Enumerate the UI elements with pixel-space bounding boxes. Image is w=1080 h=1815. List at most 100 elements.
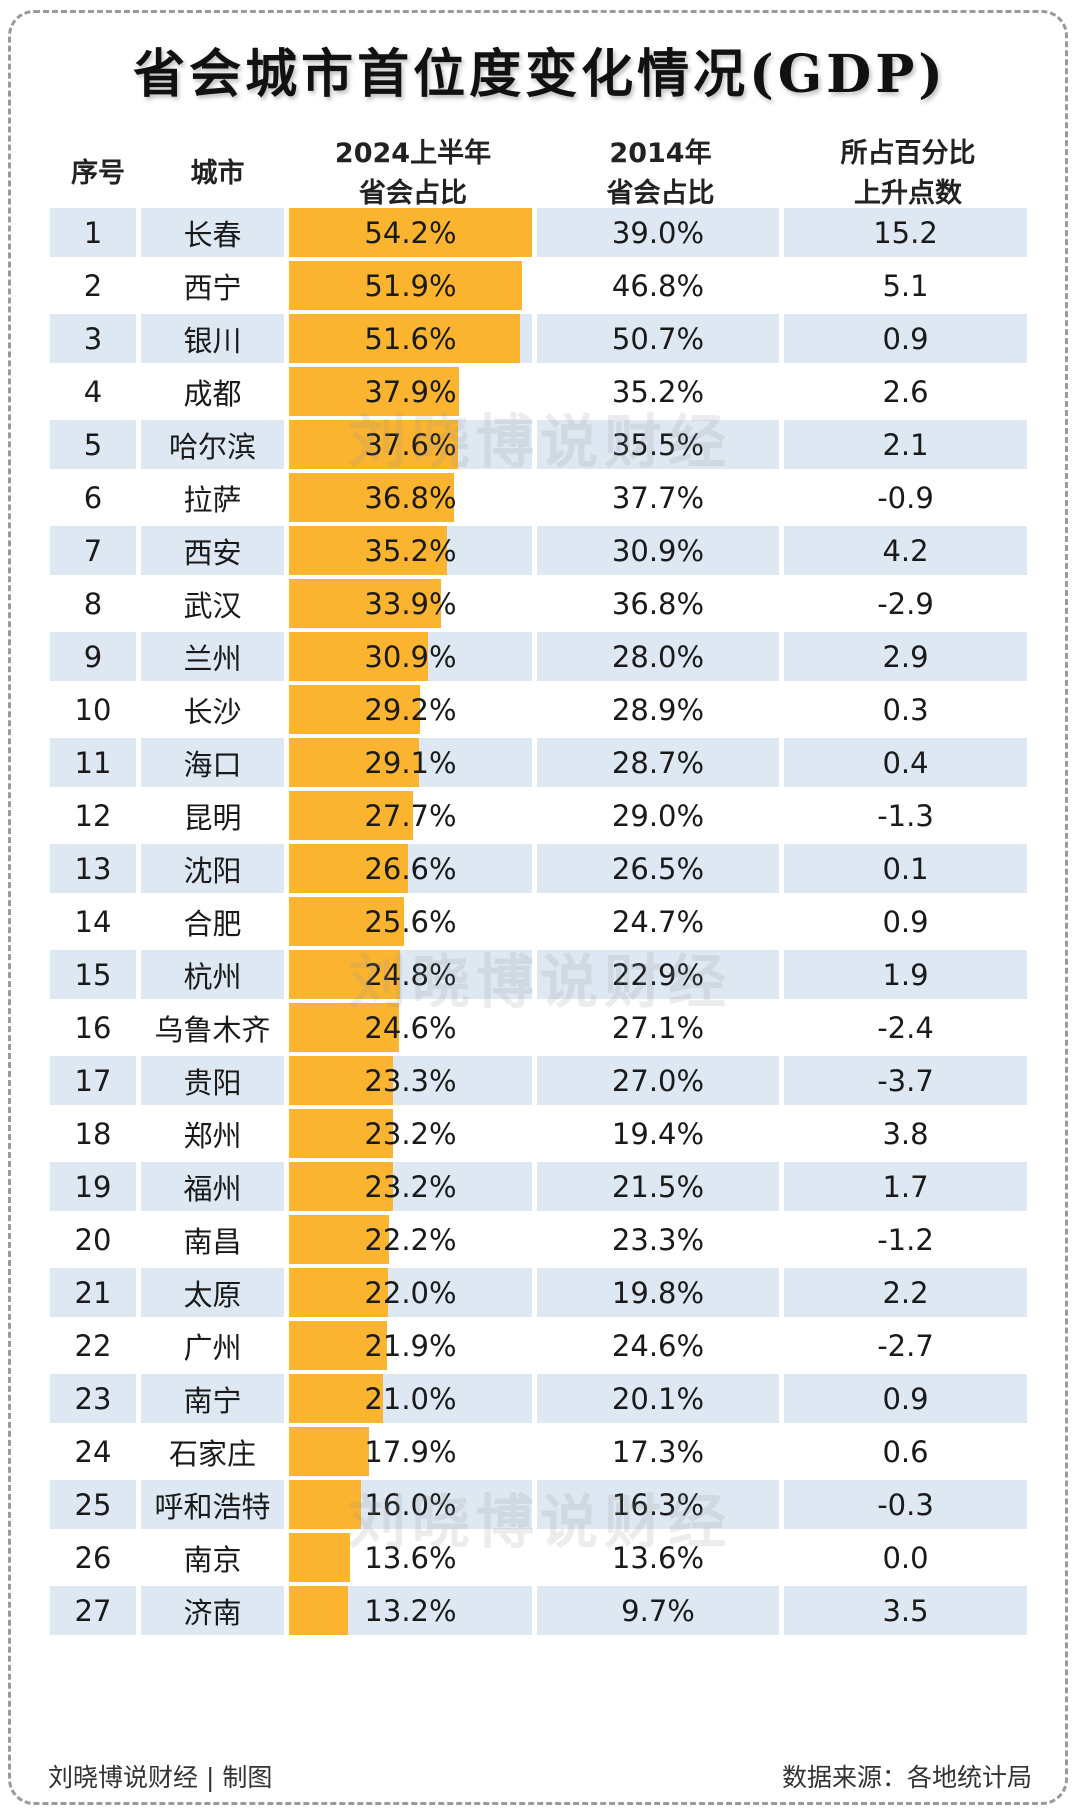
city-cell: 长沙 — [141, 685, 284, 738]
city-cell: 广州 — [141, 1321, 284, 1374]
share-2024-bar — [289, 314, 520, 363]
share-2014-cell: 19.8% — [537, 1268, 779, 1321]
change-cell: 2.9 — [784, 632, 1027, 685]
share-2024-bar — [289, 791, 413, 840]
share-2024-label: 23.3% — [364, 1063, 457, 1098]
share-2024-cell: 21.0% — [289, 1374, 532, 1427]
change-cell: 5.1 — [784, 261, 1027, 314]
rank-cell: 5 — [50, 420, 136, 473]
table-row: 9 兰州 30.9% 28.0% 2.9 — [50, 632, 1027, 685]
rank-cell: 2 — [50, 261, 136, 314]
table-row: 18 郑州 23.2% 19.4% 3.8 — [50, 1109, 1027, 1162]
change-cell: 4.2 — [784, 526, 1027, 579]
city-cell: 杭州 — [141, 950, 284, 1003]
table-row: 8 武汉 33.9% 36.8% -2.9 — [50, 579, 1027, 632]
share-2024-bar — [289, 420, 458, 469]
share-2024-label: 24.8% — [364, 957, 457, 992]
share-2014-cell: 50.7% — [537, 314, 779, 367]
table-row: 10 长沙 29.2% 28.9% 0.3 — [50, 685, 1027, 738]
table-body: 1 长春 54.2% 39.0% 15.2 2 西宁 51.9% 46.8% 5.1 3 银川 51.6… — [50, 208, 1027, 1639]
share-2024-bar — [289, 1003, 399, 1052]
rank-cell: 24 — [50, 1427, 136, 1480]
change-cell: -0.9 — [784, 473, 1027, 526]
share-2024-bar — [289, 1533, 350, 1582]
table-row: 15 杭州 24.8% 22.9% 1.9 — [50, 950, 1027, 1003]
share-2014-cell: 27.1% — [537, 1003, 779, 1056]
city-cell: 太原 — [141, 1268, 284, 1321]
share-2014-cell: 26.5% — [537, 844, 779, 897]
share-2024-cell: 23.2% — [289, 1162, 532, 1215]
city-cell: 西宁 — [141, 261, 284, 314]
rank-cell: 1 — [50, 208, 136, 261]
change-cell: -2.4 — [784, 1003, 1027, 1056]
rank-cell: 12 — [50, 791, 136, 844]
change-cell: 0.0 — [784, 1533, 1027, 1586]
change-cell: 3.8 — [784, 1109, 1027, 1162]
city-cell: 合肥 — [141, 897, 284, 950]
city-cell: 西安 — [141, 526, 284, 579]
share-2024-cell: 51.6% — [289, 314, 532, 367]
city-cell: 南宁 — [141, 1374, 284, 1427]
share-2024-label: 51.9% — [364, 268, 457, 303]
share-2024-label: 22.2% — [364, 1222, 457, 1257]
share-2024-label: 54.2% — [364, 215, 457, 250]
table-row: 27 济南 13.2% 9.7% 3.5 — [50, 1586, 1027, 1639]
share-2024-cell: 30.9% — [289, 632, 532, 685]
share-2014-cell: 9.7% — [537, 1586, 779, 1639]
change-cell: 15.2 — [784, 208, 1027, 261]
rank-cell: 14 — [50, 897, 136, 950]
share-2014-cell: 37.7% — [537, 473, 779, 526]
rank-cell: 27 — [50, 1586, 136, 1639]
share-2024-bar — [289, 738, 419, 787]
share-2024-bar — [289, 1215, 389, 1264]
table-row: 11 海口 29.1% 28.7% 0.4 — [50, 738, 1027, 791]
share-2024-cell: 22.2% — [289, 1215, 532, 1268]
rank-cell: 25 — [50, 1480, 136, 1533]
table-row: 6 拉萨 36.8% 37.7% -0.9 — [50, 473, 1027, 526]
share-2024-cell: 54.2% — [289, 208, 532, 261]
table-row: 1 长春 54.2% 39.0% 15.2 — [50, 208, 1027, 261]
change-cell: -1.3 — [784, 791, 1027, 844]
header-share-2024-line1: 2024上半年 — [334, 138, 492, 169]
city-cell: 呼和浩特 — [141, 1480, 284, 1533]
rank-cell: 7 — [50, 526, 136, 579]
table-row: 26 南京 13.6% 13.6% 0.0 — [50, 1533, 1027, 1586]
share-2014-cell: 36.8% — [537, 579, 779, 632]
share-2014-cell: 28.7% — [537, 738, 779, 791]
share-2024-bar — [289, 1162, 393, 1211]
change-cell: 0.4 — [784, 738, 1027, 791]
share-2024-cell: 13.6% — [289, 1533, 532, 1586]
table-row: 20 南昌 22.2% 23.3% -1.2 — [50, 1215, 1027, 1268]
city-cell: 石家庄 — [141, 1427, 284, 1480]
share-2024-bar — [289, 526, 447, 575]
table-row: 25 呼和浩特 16.0% 16.3% -0.3 — [50, 1480, 1027, 1533]
city-cell: 拉萨 — [141, 473, 284, 526]
rank-cell: 17 — [50, 1056, 136, 1109]
share-2024-label: 16.0% — [364, 1487, 457, 1522]
header-share-2014-line2: 省会占比 — [606, 178, 715, 209]
rank-cell: 16 — [50, 1003, 136, 1056]
share-2024-cell: 51.9% — [289, 261, 532, 314]
header-change-line2: 上升点数 — [854, 178, 962, 209]
share-2014-cell: 29.0% — [537, 791, 779, 844]
table-row: 12 昆明 27.7% 29.0% -1.3 — [50, 791, 1027, 844]
city-cell: 乌鲁木齐 — [141, 1003, 284, 1056]
share-2014-cell: 19.4% — [537, 1109, 779, 1162]
share-2024-cell: 35.2% — [289, 526, 532, 579]
share-2024-cell: 24.8% — [289, 950, 532, 1003]
share-2024-label: 26.6% — [364, 851, 457, 886]
table-row: 16 乌鲁木齐 24.6% 27.1% -2.4 — [50, 1003, 1027, 1056]
rank-cell: 20 — [50, 1215, 136, 1268]
share-2024-label: 33.9% — [364, 586, 457, 621]
share-2024-bar — [289, 1321, 387, 1370]
share-2014-cell: 35.2% — [537, 367, 779, 420]
share-2024-label: 21.9% — [364, 1328, 457, 1363]
dashed-frame — [8, 10, 1068, 1805]
city-cell: 福州 — [141, 1162, 284, 1215]
table-row: 24 石家庄 17.9% 17.3% 0.6 — [50, 1427, 1027, 1480]
header-change: 所占百分比 上升点数 — [784, 134, 1032, 214]
share-2024-label: 23.2% — [364, 1169, 457, 1204]
city-cell: 贵阳 — [141, 1056, 284, 1109]
header-rank-label: 序号 — [71, 158, 125, 189]
city-cell: 海口 — [141, 738, 284, 791]
